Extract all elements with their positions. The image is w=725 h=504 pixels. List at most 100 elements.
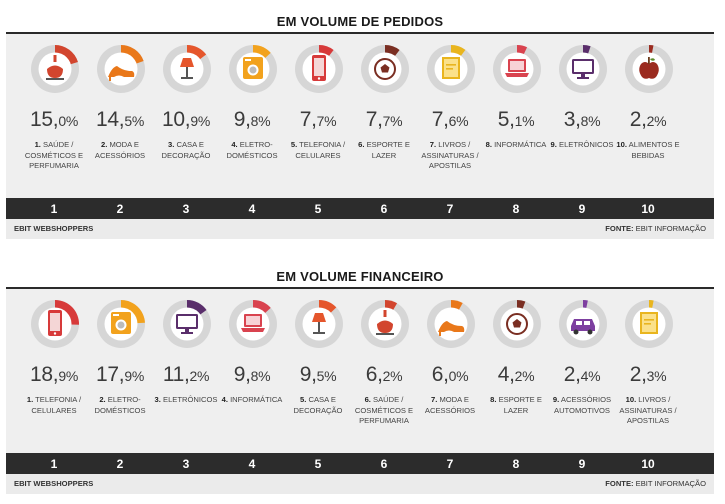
- rank-number: 1: [50, 457, 58, 471]
- share-value: 15,0%: [21, 108, 87, 132]
- category-label: 3. ELETRÔNICOS: [147, 395, 225, 406]
- category-name: ESPORTE E LAZER: [364, 140, 410, 160]
- category-name: TELEFONIA / CELULARES: [295, 140, 346, 160]
- high-heel-icon: [108, 66, 135, 81]
- perfume-icon: [46, 55, 64, 80]
- share-donut: [163, 45, 211, 93]
- value-decimal: 8%: [250, 113, 271, 129]
- share-donut: [97, 300, 145, 348]
- value-whole: 2,: [563, 363, 581, 386]
- category-label: 5. TELEFONIA / CELULARES: [279, 140, 357, 161]
- book-icon: [640, 312, 658, 334]
- category-name: ELETRO- DOMÉSTICOS: [94, 395, 146, 415]
- soccer-ball-icon: [374, 58, 396, 80]
- category-item: 11,2% 3. ELETRÔNICOS: [153, 289, 219, 453]
- share-value: 2,3%: [615, 363, 681, 387]
- rank-number: 2: [116, 202, 124, 216]
- category-number: 8.: [490, 395, 497, 404]
- value-whole: 7,: [299, 108, 317, 131]
- share-value: 9,8%: [219, 108, 285, 132]
- section-title: EM VOLUME DE PEDIDOS: [6, 8, 714, 34]
- value-decimal: 8%: [580, 113, 601, 129]
- source-name: EBIT INFORMAÇÃO: [635, 224, 706, 233]
- share-donut: [559, 45, 607, 93]
- items-panel: 18,9% 1. TELEFONIA / CELULARES 17,9% 2. ELE…: [6, 289, 714, 453]
- share-value: 6,2%: [351, 363, 417, 387]
- share-donut: [559, 300, 607, 348]
- share-donut: [625, 45, 673, 93]
- category-label: 8. ESPORTE E LAZER: [477, 395, 555, 416]
- category-number: 4.: [231, 140, 238, 149]
- share-donut: [361, 300, 409, 348]
- value-whole: 2,: [629, 363, 647, 386]
- book-icon: [442, 57, 460, 79]
- category-number: 5.: [290, 140, 298, 149]
- category-name: INFORMÁTICA: [491, 140, 547, 149]
- category-item: 15,0% 1. SAÚDE / COSMÉTICOS E PERFUMARIA: [21, 34, 87, 198]
- category-number: 6.: [364, 395, 371, 404]
- rank-number: 6: [380, 457, 388, 471]
- rank-number: 3: [182, 202, 190, 216]
- car-icon: [571, 319, 595, 335]
- section-financial: EM VOLUME FINANCEIRO 18,9% 1. TELEFONIA /…: [6, 263, 714, 494]
- category-number: 6.: [358, 140, 365, 149]
- rank-number: 2: [116, 457, 124, 471]
- category-name: ACESSÓRIOS AUTOMOTIVOS: [554, 395, 612, 415]
- share-value: 7,6%: [417, 108, 483, 132]
- category-item: 2,4% 9. ACESSÓRIOS AUTOMOTIVOS: [549, 289, 615, 453]
- share-value: 7,7%: [351, 108, 417, 132]
- value-decimal: 2%: [189, 368, 210, 384]
- category-number: 1.: [26, 395, 34, 404]
- category-number: 5.: [300, 395, 307, 404]
- category-label: 10. ALIMENTOS E BEBIDAS: [609, 140, 687, 161]
- category-item: 4,2% 8. ESPORTE E LAZER: [483, 289, 549, 453]
- lamp-icon: [312, 313, 326, 334]
- category-item: 2,2% 10. ALIMENTOS E BEBIDAS: [615, 34, 681, 198]
- share-value: 7,7%: [285, 108, 351, 132]
- category-label: 5. CASA E DECORAÇÃO: [279, 395, 357, 416]
- share-value: 9,8%: [219, 363, 285, 387]
- value-decimal: 0%: [58, 113, 78, 129]
- share-value: 11,2%: [153, 363, 219, 387]
- rank-number: 5: [314, 202, 322, 216]
- rank-number: 7: [446, 202, 454, 216]
- category-name: MODA E ACESSÓRIOS: [94, 140, 146, 160]
- source-label: FONTE:: [605, 479, 634, 488]
- value-whole: 15,: [30, 108, 59, 131]
- share-donut: [493, 300, 541, 348]
- phone-icon: [48, 310, 62, 336]
- value-whole: 4,: [497, 363, 515, 386]
- category-item: 7,6% 7. LIVROS / ASSINATURAS / APOSTILAS: [417, 34, 483, 198]
- value-whole: 7,: [431, 108, 449, 131]
- category-item: 14,5% 2. MODA E ACESSÓRIOS: [87, 34, 153, 198]
- value-decimal: 9%: [58, 368, 78, 384]
- category-name: SAÚDE / COSMÉTICOS E PERFUMARIA: [24, 140, 84, 170]
- share-value: 3,8%: [549, 108, 615, 132]
- value-decimal: 7%: [382, 113, 403, 129]
- share-value: 2,4%: [549, 363, 615, 387]
- category-item: 7,7% 5. TELEFONIA / CELULARES: [285, 34, 351, 198]
- value-decimal: 7%: [316, 113, 337, 129]
- category-item: 17,9% 2. ELETRO- DOMÉSTICOS: [87, 289, 153, 453]
- category-label: 9. ACESSÓRIOS AUTOMOTIVOS: [543, 395, 621, 416]
- share-donut: [31, 45, 79, 93]
- category-number: 3.: [168, 140, 175, 149]
- value-whole: 18,: [30, 363, 59, 386]
- value-decimal: 0%: [448, 368, 469, 384]
- washing-machine-icon: [111, 312, 131, 334]
- value-whole: 14,: [96, 108, 125, 131]
- category-item: 2,3% 10. LIVROS / ASSINATURAS / APOSTILAS: [615, 289, 681, 453]
- category-item: 6,0% 7. MODA E ACESSÓRIOS: [417, 289, 483, 453]
- share-value: 2,2%: [615, 108, 681, 132]
- source-name: EBIT INFORMAÇÃO: [635, 479, 706, 488]
- category-label: 1. SAÚDE / COSMÉTICOS E PERFUMARIA: [15, 140, 93, 172]
- tv-icon: [176, 314, 198, 334]
- rank-number: 1: [50, 202, 58, 216]
- category-label: 10. LIVROS / ASSINATURAS / APOSTILAS: [609, 395, 687, 427]
- share-donut: [295, 300, 343, 348]
- tv-icon: [572, 59, 594, 79]
- rank-number: 8: [512, 457, 520, 471]
- value-decimal: 6%: [448, 113, 469, 129]
- category-number: 7.: [431, 395, 438, 404]
- value-decimal: 1%: [514, 113, 535, 129]
